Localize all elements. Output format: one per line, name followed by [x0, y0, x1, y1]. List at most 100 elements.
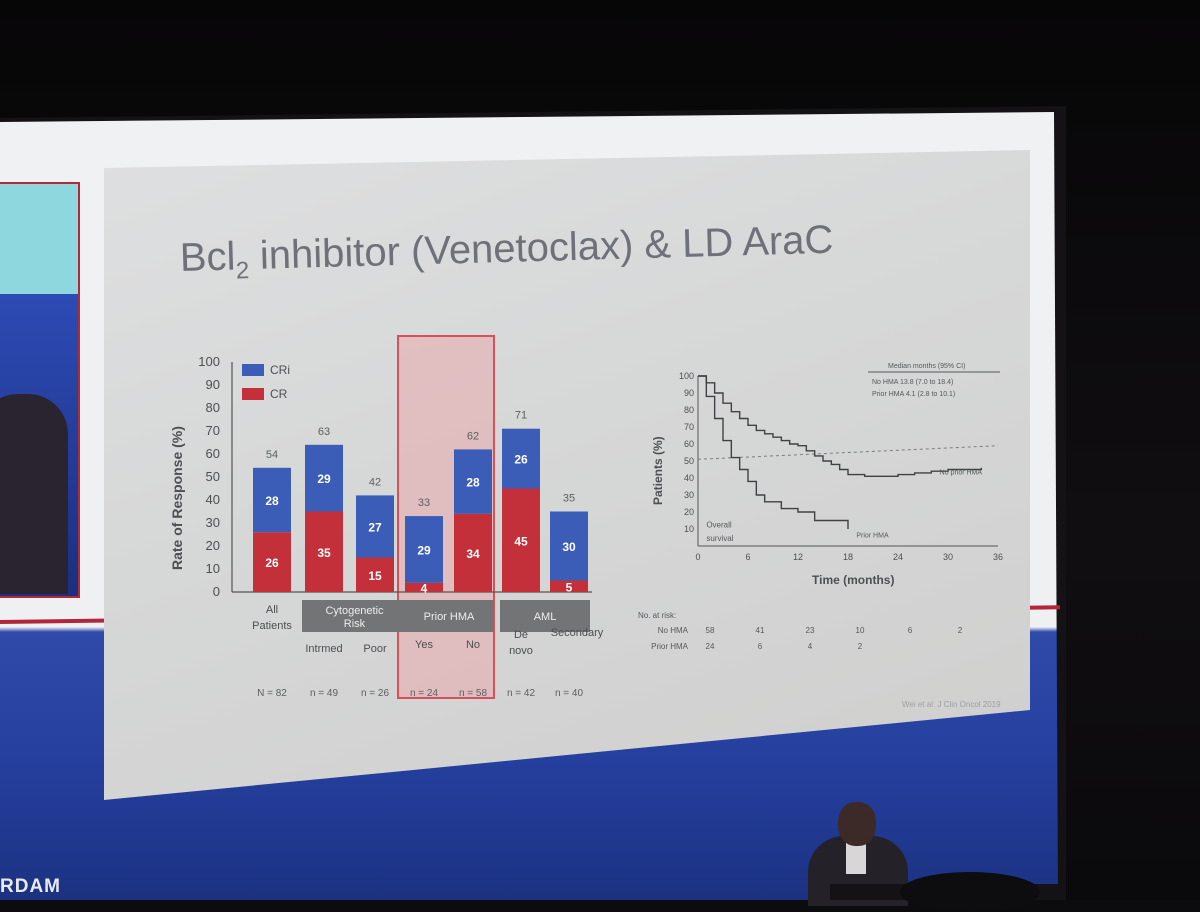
km-axes: 0 6 12 18 24 30 36 10 20 30 40 50 60 70 80 90 100 [679, 371, 1003, 562]
bar-cr [454, 513, 492, 592]
bar-series: 26 28 54 35 29 63 15 27 42 4 29 33 34 28 62 45 26 71 5 30 35 [253, 410, 588, 595]
bar-total-label: 71 [515, 410, 527, 422]
km-x-tick: 0 [695, 552, 700, 562]
bar-cri-value: 26 [514, 453, 528, 467]
km-y-tick: 90 [684, 388, 694, 398]
bar-y-axis: 0 10 20 30 40 50 60 70 80 90 100 [198, 354, 592, 599]
y-tick-label: 60 [206, 446, 220, 461]
km-x-tick: 18 [843, 552, 853, 562]
risk-row-label: Prior HMA [651, 642, 689, 651]
n-label: n = 24 [410, 688, 439, 699]
bar-total-label: 35 [563, 493, 575, 505]
risk-row-label: No HMA [658, 626, 689, 635]
category-label: Secondary [551, 627, 604, 639]
bar-cr-value: 26 [265, 556, 279, 570]
bar-cr [356, 557, 394, 592]
legend-label-cri: CRi [270, 363, 290, 377]
km-legend-title: Median months (95% CI) [888, 363, 965, 370]
category-label: Intrmed [305, 643, 342, 655]
bar-cri [454, 449, 492, 514]
km-y-tick: 60 [684, 439, 694, 449]
bar-cri [405, 516, 443, 583]
bar-cri [253, 467, 291, 533]
bar-cr-value: 15 [368, 569, 382, 583]
y-tick-label: 0 [213, 584, 220, 599]
km-annotation-no-prior-hma: No prior HMA [940, 470, 983, 477]
bar-cr-value: 4 [421, 581, 428, 595]
bar-cri-value: 28 [265, 494, 279, 508]
km-y-tick: 80 [684, 405, 694, 415]
risk-table-header: No. at risk: [638, 611, 676, 620]
risk-value: 41 [756, 626, 765, 635]
bar-cri [550, 511, 588, 581]
km-x-axis-label: Time (months) [812, 573, 894, 587]
bar-total-label: 62 [467, 430, 479, 442]
km-x-tick: 36 [993, 552, 1003, 562]
risk-value: 10 [856, 626, 865, 635]
risk-value: 58 [706, 626, 715, 635]
bar-cr [253, 532, 291, 592]
group-label: Cytogenetic [325, 605, 384, 617]
km-y-tick: 10 [684, 524, 694, 534]
y-tick-label: 90 [206, 377, 220, 392]
category-label-line2: novo [509, 645, 533, 657]
group-label-line2: Risk [344, 618, 366, 630]
risk-value: 2 [858, 642, 863, 651]
bar-cr [550, 580, 588, 592]
bar-cr [405, 582, 443, 592]
y-tick-label: 50 [206, 469, 220, 484]
category-label-line2: Patients [252, 620, 292, 632]
bar-n-labels: N = 82 n = 49 n = 26 n = 24 n = 58 n = 42 n = … [257, 688, 583, 699]
venue-logo-text: RDAM [0, 876, 61, 897]
bar-category-labels: All Patients Intrmed Poor Yes No De novo Seconda… [252, 604, 604, 657]
bar-cr [502, 488, 540, 592]
km-annotation-overall: Overall [706, 520, 732, 529]
y-tick-label: 70 [206, 423, 220, 438]
bar-cri-value: 30 [562, 540, 576, 554]
km-y-tick: 50 [684, 456, 694, 466]
risk-value: 23 [806, 626, 815, 635]
n-label: n = 26 [361, 688, 390, 699]
risk-value: 6 [758, 642, 763, 651]
group-label: AML [534, 611, 557, 623]
km-annotation-survival: survival [706, 534, 733, 543]
inset-speaker-silhouette [0, 394, 68, 594]
legend-swatch-cr [242, 388, 264, 400]
bar-cri-value: 29 [417, 543, 431, 557]
km-legend-row-no-hma: No HMA 13.8 (7.0 to 18.4) [872, 379, 953, 386]
category-label: No [466, 639, 480, 651]
bar-cr-value: 5 [566, 580, 573, 594]
n-label: n = 42 [507, 688, 536, 699]
bar-cri [502, 428, 540, 489]
km-y-tick: 20 [684, 507, 694, 517]
risk-value: 4 [808, 642, 813, 651]
bar-cri-value: 29 [317, 472, 331, 486]
category-label: Yes [415, 639, 433, 651]
km-y-axis-label: Patients (%) [651, 436, 665, 505]
km-median-reference-line [697, 445, 999, 460]
bar-cri [305, 444, 343, 512]
response-rate-bar-chart: Rate of Response (%) 0 10 20 30 40 50 60 70 80 90… [169, 335, 604, 699]
bar-total-label: 63 [318, 426, 330, 438]
group-label: Prior HMA [424, 611, 475, 623]
risk-value: 6 [908, 626, 913, 635]
audience-head-silhouette [900, 872, 1040, 912]
km-y-tick: 100 [679, 371, 694, 381]
bar-cr-value: 45 [514, 534, 528, 548]
km-annotations: No prior HMA Prior HMA Overall survival [706, 470, 982, 543]
group-label-box [500, 600, 590, 632]
bar-cr-value: 34 [466, 547, 480, 561]
km-annotation-prior-hma: Prior HMA [856, 533, 889, 540]
km-y-tick: 40 [684, 473, 694, 483]
y-tick-label: 20 [206, 538, 220, 553]
bar-legend: CRi CR [242, 363, 290, 401]
category-label: De [514, 629, 528, 641]
km-x-tick: 6 [745, 552, 750, 562]
n-label: n = 49 [310, 688, 339, 699]
n-label: N = 82 [257, 688, 287, 699]
bar-total-label: 33 [418, 497, 430, 509]
km-x-tick: 24 [893, 552, 903, 562]
y-tick-label: 100 [198, 354, 220, 369]
